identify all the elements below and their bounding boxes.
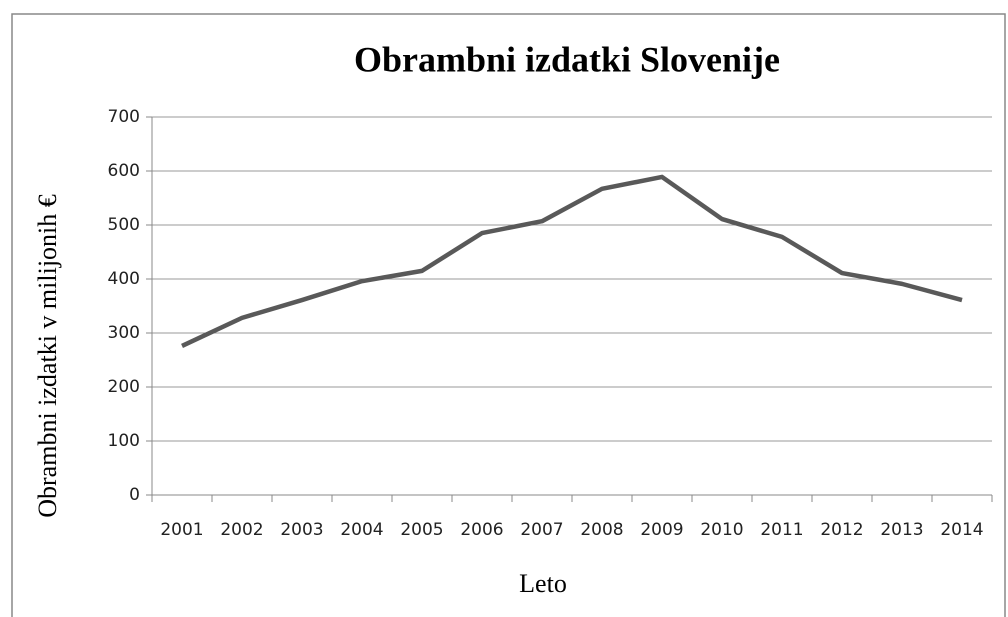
y-tick-label: 600 xyxy=(108,161,140,181)
x-tick-label: 2005 xyxy=(400,520,443,540)
y-tick-label: 400 xyxy=(108,269,140,289)
y-axis-label: Obrambni izdatki v milijonih € xyxy=(33,194,62,518)
x-axis-label: Leto xyxy=(519,569,567,598)
x-tick-label: 2011 xyxy=(760,520,803,540)
data-line xyxy=(181,174,963,348)
x-tick-label: 2001 xyxy=(160,520,203,540)
x-tick-label: 2010 xyxy=(700,520,743,540)
x-tick-label: 2013 xyxy=(880,520,923,540)
x-tick-label: 2004 xyxy=(340,520,383,540)
chart-title: Obrambni izdatki Slovenije xyxy=(354,39,780,79)
x-tick-label: 2006 xyxy=(460,520,503,540)
y-tick-label: 700 xyxy=(108,107,140,127)
x-tick-label: 2002 xyxy=(220,520,263,540)
x-tick-label: 2009 xyxy=(640,520,683,540)
x-tick-label: 2007 xyxy=(520,520,563,540)
chart-frame xyxy=(11,13,1006,617)
x-tick-label: 2012 xyxy=(820,520,863,540)
x-tick-label: 2014 xyxy=(940,520,983,540)
x-tick-label: 2003 xyxy=(280,520,323,540)
y-tick-label: 200 xyxy=(108,377,140,397)
x-tick-label: 2008 xyxy=(580,520,623,540)
y-tick-label: 100 xyxy=(108,431,140,451)
y-tick-label: 0 xyxy=(129,485,140,505)
y-tick-label: 500 xyxy=(108,215,140,235)
y-tick-label: 300 xyxy=(108,323,140,343)
